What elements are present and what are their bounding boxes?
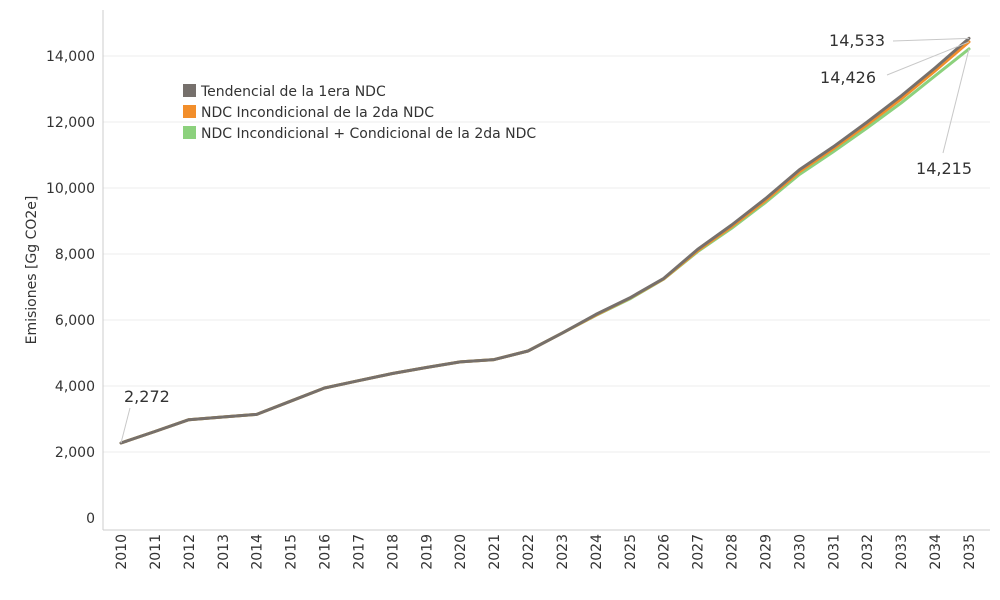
y-tick-label: 12,000 [46,115,95,131]
annotation-label: 14,215 [916,159,972,178]
x-tick-label: 2019 [419,534,435,570]
x-tick-label: 2034 [928,534,944,570]
x-tick-label: 2015 [284,534,300,570]
series-lines [119,36,971,445]
x-tick-label: 2013 [216,534,232,570]
legend-label-2: NDC Incondicional + Condicional de la 2d… [201,126,536,142]
x-tick-label: 2024 [589,534,605,570]
x-tick-label: 2022 [521,534,537,570]
x-tick-label: 2028 [725,534,741,570]
x-tick-label: 2029 [758,534,774,570]
axes [102,10,990,531]
x-tick-label: 2031 [826,534,842,570]
y-tick-label: 4,000 [55,379,95,395]
annotations: 2,272 14,533 14,426 14,215 [120,31,972,444]
legend: Tendencial de la 1era NDC NDC Incondicion… [183,84,536,142]
annotation-label: 14,533 [829,31,885,50]
x-tick-label: 2030 [792,534,808,570]
annotation-label: 2,272 [124,387,170,406]
x-tick-label: 2016 [318,534,334,570]
annotation-leader [892,37,970,42]
x-tick-label: 2011 [148,534,164,570]
x-tick-label: 2025 [623,534,639,570]
legend-swatch-1 [183,105,196,118]
annotation-leader [942,48,970,154]
legend-swatch-0 [183,84,196,97]
series-line-1 [119,40,971,445]
annotation-leader [120,407,131,444]
annotation-label: 14,426 [820,68,876,87]
y-tick-label: 10,000 [46,181,95,197]
y-tick-label: 0 [86,511,95,527]
x-tick-label: 2032 [860,534,876,570]
legend-swatch-2 [183,126,196,139]
legend-label-0: Tendencial de la 1era NDC [200,84,386,100]
gridlines [103,55,990,453]
x-tick-label: 2017 [351,534,367,570]
annotation-leader [886,41,970,76]
x-tick-label: 2012 [182,534,198,570]
x-tick-label: 2026 [657,534,673,570]
x-tick-label: 2035 [962,534,978,570]
series-line-0 [119,36,971,445]
y-tick-label: 8,000 [55,247,95,263]
x-tick-label: 2027 [691,534,707,570]
y-tick-label: 6,000 [55,313,95,329]
legend-label-1: NDC Incondicional de la 2da NDC [201,105,434,121]
y-tick-labels: 0 2,000 4,000 6,000 8,000 10,000 12,000 14,000 [46,49,95,527]
x-tick-label: 2010 [114,534,130,570]
x-tick-label: 2023 [555,534,571,570]
x-tick-label: 2021 [487,534,503,570]
x-tick-label: 2014 [250,534,266,570]
x-tick-label: 2020 [453,534,469,570]
y-tick-label: 2,000 [55,445,95,461]
x-tick-label: 2018 [385,534,401,570]
x-tick-labels: 2010 2011 2012 2013 2014 2015 2016 2017 2018 2019… [114,534,978,570]
x-tick-label: 2033 [894,534,910,570]
y-axis-title: Emisiones [Gg CO2e] [24,196,40,345]
y-tick-label: 14,000 [46,49,95,65]
